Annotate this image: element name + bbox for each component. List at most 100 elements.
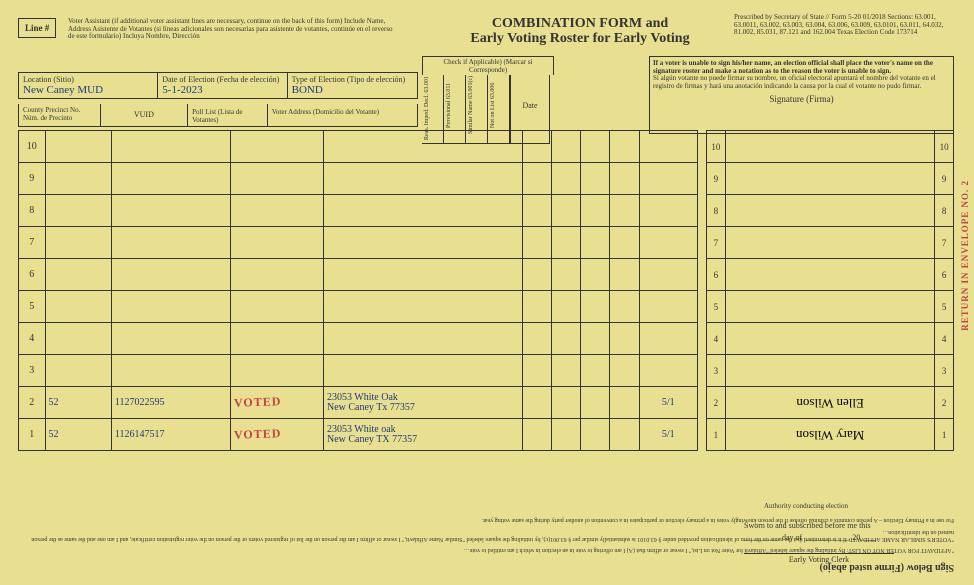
date-cell: 5/1 [639, 419, 697, 451]
addr-cell [323, 355, 522, 387]
sworn-text: Sworn to and subscribed before me this [744, 520, 944, 533]
row-num: 9 [19, 163, 46, 195]
sig-row: 88 [707, 195, 954, 227]
reas-cell [522, 227, 551, 259]
notlist-cell [610, 355, 639, 387]
notlist-cell [610, 131, 639, 163]
precinct-cell: 52 [45, 419, 111, 451]
sig-num-r: 1 [935, 419, 954, 451]
date-cell: 5/1 [639, 387, 697, 419]
similar-cell [581, 291, 610, 323]
reas-cell [522, 355, 551, 387]
notlist-cell [610, 195, 639, 227]
addr-cell: 23053 White oakNew Caney TX 77357 [323, 419, 522, 451]
prov-cell [552, 291, 581, 323]
precinct-cell [45, 355, 111, 387]
table-row: 7 [19, 227, 698, 259]
row-num: 5 [19, 291, 46, 323]
similar-cell [581, 195, 610, 227]
sig-cell [725, 195, 934, 227]
notlist-cell [610, 291, 639, 323]
sig-num: 2 [707, 387, 726, 419]
row-num: 10 [19, 131, 46, 163]
sig-row: 77 [707, 227, 954, 259]
check-if-label: Check if Applicable) (Marcar si Correspo… [422, 56, 554, 75]
row-num: 7 [19, 227, 46, 259]
precinct-cell [45, 259, 111, 291]
type-value: BOND [292, 84, 413, 96]
sig-num: 10 [707, 131, 726, 163]
sig-instruction-en: If a voter is unable to sign his/her nam… [653, 60, 950, 75]
notlist-cell [610, 227, 639, 259]
sig-row: 44 [707, 323, 954, 355]
location-cell: Location (Sitio) New Caney MUD [19, 73, 158, 98]
prov-cell [552, 387, 581, 419]
vuid-cell: 1126147517 [111, 419, 230, 451]
addr-cell [323, 323, 522, 355]
poll-cell: VOTED [231, 387, 324, 419]
poll-cell: VOTED [231, 419, 324, 451]
sig-cell [725, 131, 934, 163]
sig-num: 1 [707, 419, 726, 451]
poll-cell [231, 195, 324, 227]
notlist-cell [610, 419, 639, 451]
vuid-cell [111, 131, 230, 163]
table-row: 5 [19, 291, 698, 323]
hdr-precinct: County Precinct No. Núm. de Precinto [19, 104, 101, 126]
date-cell [639, 291, 697, 323]
sig-row: 10 10 [707, 131, 954, 163]
sig-row: 55 [707, 291, 954, 323]
date-cell [639, 259, 697, 291]
hdr-poll: Poll List (Lista de Votantes) [188, 104, 268, 126]
poll-cell [231, 259, 324, 291]
date-value: 5-1-2023 [162, 84, 282, 96]
row-num: 2 [19, 387, 46, 419]
hdr-vuid: VUID [101, 104, 189, 126]
date-cell [639, 131, 697, 163]
sig-row: 99 [707, 163, 954, 195]
prov-cell [552, 131, 581, 163]
sig-num: 6 [707, 259, 726, 291]
precinct-cell [45, 323, 111, 355]
row-num: 3 [19, 355, 46, 387]
date-cell [639, 195, 697, 227]
addr-cell [323, 259, 522, 291]
sig-cell [725, 227, 934, 259]
notlist-cell [610, 323, 639, 355]
poll-cell [231, 131, 324, 163]
sig-row: 2Ellen Wilson2 [707, 387, 954, 419]
sig-cell: Mary Wilson [725, 419, 934, 451]
sig-instruction-es: Si algún votante no puede firmar su nomb… [653, 75, 950, 90]
reas-cell [522, 195, 551, 227]
precinct-cell [45, 291, 111, 323]
vuid-cell [111, 227, 230, 259]
row-num: 6 [19, 259, 46, 291]
form-title: COMBINATION FORM and Early Voting Roster… [440, 16, 720, 47]
date-label: Date of Election (Fecha de elección) [162, 75, 282, 84]
date-cell [639, 323, 697, 355]
prov-cell [552, 195, 581, 227]
addr-cell: 23053 White OakNew Caney Tx 77357 [323, 387, 522, 419]
precinct-cell [45, 227, 111, 259]
sig-num-r: 10 [935, 131, 954, 163]
column-headers: County Precinct No. Núm. de Precinto VUI… [18, 104, 418, 127]
sig-num-r: 3 [935, 355, 954, 387]
meta-row: Location (Sitio) New Caney MUD Date of E… [18, 72, 418, 99]
sworn-day: _________ day of ___________, 20____ [744, 532, 944, 545]
date-cell [639, 227, 697, 259]
sig-num-r: 5 [935, 291, 954, 323]
poll-cell [231, 163, 324, 195]
precinct-cell [45, 195, 111, 227]
poll-cell [231, 323, 324, 355]
precinct-cell [45, 163, 111, 195]
precinct-cell: 52 [45, 387, 111, 419]
sig-cell [725, 163, 934, 195]
precinct-cell [45, 131, 111, 163]
table-row: 1521126147517VOTED23053 White oakNew Can… [19, 419, 698, 451]
prov-cell [552, 163, 581, 195]
table-row: 9 [19, 163, 698, 195]
sig-num: 3 [707, 355, 726, 387]
table-row: 3 [19, 355, 698, 387]
sig-num: 5 [707, 291, 726, 323]
type-label: Type of Election (Tipo de elección) [292, 75, 413, 84]
